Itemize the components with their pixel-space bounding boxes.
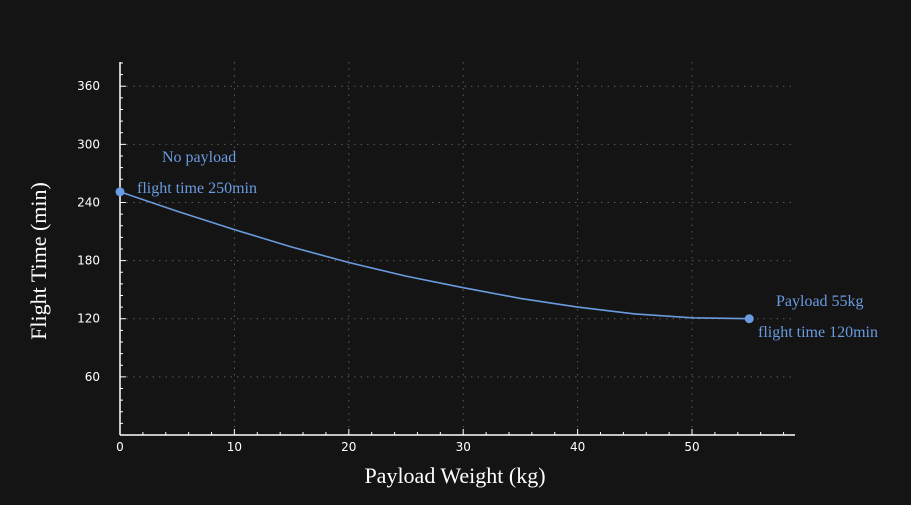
y-tick-label-360: 360: [77, 79, 100, 93]
grid-layer: [120, 62, 795, 435]
x-tick-label-20: 20: [341, 440, 356, 454]
ticks-layer: 0 10 20 30 40 50 60 120 180 240 300 360: [77, 62, 785, 454]
data-point-marker-1: [744, 314, 754, 324]
data-point-marker-0: [115, 187, 125, 197]
flight-time-curve: [119, 191, 750, 320]
axes-layer: [119, 62, 795, 436]
x-tick-label-0: 0: [116, 440, 124, 454]
annotation-payload-55-detail: flight time 120min: [758, 324, 878, 341]
y-axis-title: Flight Time (min): [26, 182, 51, 340]
x-tick-label-40: 40: [570, 440, 585, 454]
y-tick-label-60: 60: [85, 370, 100, 384]
x-tick-label-50: 50: [684, 440, 699, 454]
annotation-no-payload-detail: flight time 250min: [137, 180, 257, 197]
y-tick-label-180: 180: [77, 254, 100, 268]
x-axis-title: Payload Weight (kg): [364, 463, 545, 488]
y-tick-label-240: 240: [77, 195, 100, 209]
x-tick-label-30: 30: [456, 440, 471, 454]
y-tick-label-120: 120: [77, 312, 100, 326]
y-tick-label-300: 300: [77, 137, 100, 151]
x-tick-label-10: 10: [227, 440, 242, 454]
series-layer: [115, 187, 754, 324]
annotation-payload-55-title: Payload 55kg: [776, 293, 864, 310]
annotation-no-payload-title: No payload: [162, 149, 236, 166]
annotation-layer: No payload flight time 250min Payload 55…: [137, 149, 878, 341]
